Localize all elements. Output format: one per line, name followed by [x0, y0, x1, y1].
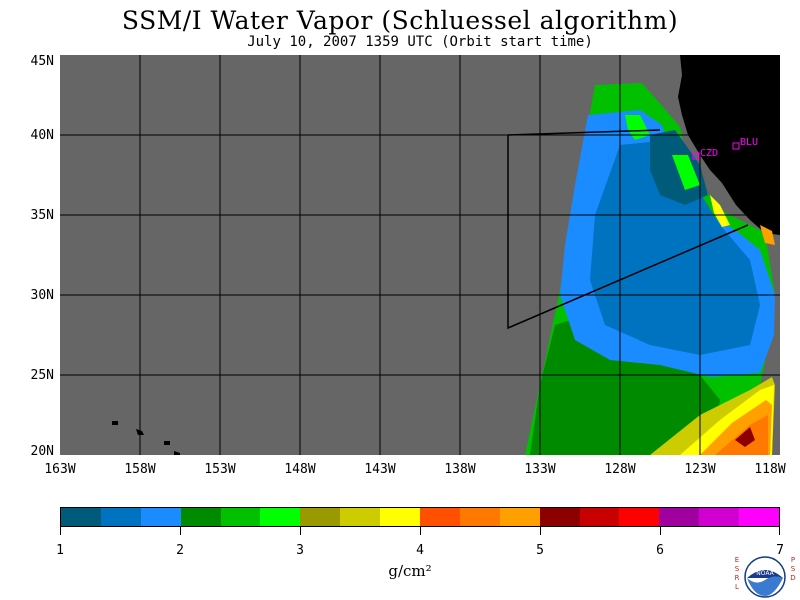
colorbar-label: 7: [776, 543, 784, 558]
colorbar-label: 2: [176, 543, 184, 558]
colorbar-swatch: [579, 508, 620, 526]
colorbar-swatch: [340, 508, 381, 526]
colorbar-tick: [60, 527, 61, 535]
lon-label: 143W: [364, 462, 396, 477]
colorbar-swatch: [420, 508, 460, 526]
lon-label: 163W: [44, 462, 76, 477]
colorbar-tick: [420, 527, 421, 535]
lat-label: 35N: [30, 208, 54, 223]
noaa-emblem-icon: NOAA: [744, 556, 786, 598]
noaa-logo: ESRL NOAA PSD: [732, 556, 798, 598]
map-canvas: [60, 55, 780, 455]
lat-label: 25N: [30, 368, 54, 383]
lat-label: 20N: [30, 444, 54, 459]
lat-label: 40N: [30, 128, 54, 143]
station-label-blu: BLU: [740, 137, 759, 148]
lon-label: 138W: [444, 462, 476, 477]
logo-right-text-value: PSD: [790, 556, 796, 582]
lon-label: 158W: [124, 462, 156, 477]
colorbar-swatch: [499, 508, 540, 526]
logo-right-text: PSD: [790, 556, 798, 583]
colorbar-swatch: [220, 508, 261, 526]
colorbar-swatch: [380, 508, 421, 526]
colorbar-tick: [779, 527, 780, 535]
colorbar-label: 1: [56, 543, 64, 558]
lon-label: 148W: [284, 462, 316, 477]
colorbar-label: 4: [416, 543, 424, 558]
logo-center-text: NOAA: [756, 570, 774, 577]
page-title: SSM/I Water Vapor (Schluessel algorithm): [121, 6, 679, 35]
colorbar-tick: [540, 527, 541, 535]
colorbar-swatch: [659, 508, 700, 526]
colorbar-swatch: [61, 508, 101, 526]
colorbar-tick: [300, 527, 301, 535]
colorbar-swatch: [619, 508, 660, 526]
colorbar-swatch: [739, 508, 780, 526]
lon-label: 153W: [204, 462, 236, 477]
lat-label: 45N: [30, 54, 54, 69]
colorbar-swatch: [260, 508, 301, 526]
colorbar-tick: [180, 527, 181, 535]
water-vapor-map: [60, 55, 780, 455]
colorbar-label: 6: [656, 543, 664, 558]
colorbar: [60, 507, 780, 527]
colorbar-label: 3: [296, 543, 304, 558]
hawaii-islands: [112, 421, 180, 455]
colorbar-swatch: [180, 508, 221, 526]
colorbar-swatch: [459, 508, 500, 526]
colorbar-swatch: [300, 508, 341, 526]
lat-label: 30N: [30, 288, 54, 303]
colorbar-tick: [660, 527, 661, 535]
lon-label: 118W: [754, 462, 786, 477]
map-grid: [60, 55, 780, 455]
land-mass: [678, 55, 780, 235]
colorbar-units: g/cm²: [388, 562, 432, 580]
colorbar-swatch: [539, 508, 580, 526]
colorbar-label: 5: [536, 543, 544, 558]
lon-label: 133W: [524, 462, 556, 477]
lon-label: 128W: [604, 462, 636, 477]
station-label-czd: CZD: [700, 148, 719, 159]
logo-left-text: ESRL: [734, 556, 742, 592]
vapor-swath: [525, 83, 775, 455]
colorbar-swatch: [699, 508, 740, 526]
colorbar-swatch: [100, 508, 141, 526]
station-marker-blu: [732, 142, 740, 150]
page-subtitle: July 10, 2007 1359 UTC (Orbit start time…: [247, 34, 593, 50]
lon-label: 123W: [684, 462, 716, 477]
colorbar-swatch: [140, 508, 181, 526]
logo-left-text-value: ESRL: [734, 556, 740, 591]
study-region-outline: [507, 129, 749, 330]
station-marker-czd: [692, 152, 700, 160]
